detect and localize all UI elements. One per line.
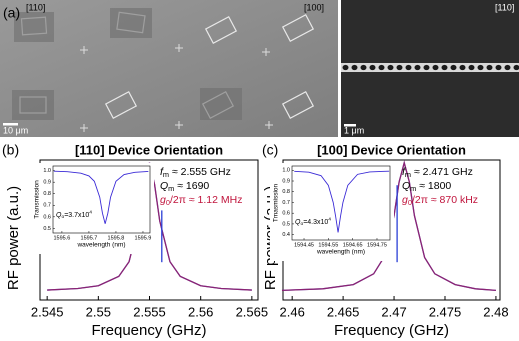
orientation-label: [110] [26, 2, 45, 12]
panel-label: (a) [3, 5, 20, 21]
inset-y-tick-label: 0.9 [282, 178, 290, 184]
inset-frame [291, 165, 391, 241]
inset-y-tick-label: 1.0 [43, 168, 51, 174]
inset-y-tick-label: 0.4 [282, 232, 290, 238]
inset-x-tick-label: 1594.45 [294, 242, 314, 248]
text: ≈ 2.471 GHz [411, 166, 473, 178]
x-tick-label: 2.47 [381, 304, 406, 319]
text: =3.7x10 [64, 212, 89, 219]
inset-y-label: Transmission [34, 180, 41, 219]
inset-annotation: Qo=4.3x104 [295, 217, 331, 228]
subscript: o [300, 222, 303, 227]
orientation-label: [110] [495, 2, 514, 12]
inset-x-tick-label: 1594.55 [318, 242, 338, 248]
inset-y-tick-label: 0.7 [43, 203, 51, 209]
y-axis-label: RF power (a.u.) [5, 186, 22, 290]
inset-background [31, 163, 154, 254]
inset-y-label: Tmasmission [273, 183, 280, 222]
inset-x-tick-label: 1595.8 [108, 235, 125, 241]
inset-y-tick-label: 0.5 [282, 221, 290, 227]
annotation: fm ≈ 2.555 GHz [160, 166, 231, 179]
inset-y-tick-label: 0.6 [282, 211, 290, 217]
sem-image-right [341, 0, 519, 137]
text: /2π ≈ 870 kHz [412, 194, 478, 206]
subscript: m [168, 184, 174, 193]
annotation: Qm ≈ 1690 [160, 180, 209, 193]
superscript: 4 [89, 210, 92, 216]
symbol: f [160, 166, 164, 178]
scale-bar-label: 1 μm [344, 125, 364, 135]
x-axis-label: Frequency (GHz) [91, 322, 206, 339]
inset-x-label: wavelength (nm) [316, 249, 365, 256]
inset-y-tick-label: 0.8 [282, 189, 290, 195]
annotation: fm ≈ 2.471 GHz [402, 166, 473, 179]
subscript: m [163, 170, 169, 179]
inset-frame [52, 165, 151, 234]
x-tick-label: 2.55 [86, 304, 111, 319]
orientation-label: [100] [304, 2, 324, 12]
annotation: g0/2π ≈ 870 kHz [402, 194, 478, 207]
x-tick-label: 2.46 [280, 304, 305, 319]
symbol: g [160, 194, 166, 206]
annotation: Qm ≈ 1800 [402, 180, 451, 193]
panel-label: (b) [2, 142, 19, 158]
x-axis-label: Frequency (GHz) [334, 322, 449, 339]
inset-x-tick-label: 1594.65 [343, 242, 363, 248]
x-tick-label: 2.48 [483, 304, 508, 319]
symbol: f [402, 166, 406, 178]
inset-background [270, 163, 394, 261]
subscript: 0 [408, 198, 412, 207]
symbol: Q [402, 180, 410, 192]
symbol: Q [56, 212, 62, 219]
x-tick-label: 2.545 [31, 304, 64, 319]
panel-label: (c) [262, 142, 278, 158]
data-line [47, 162, 252, 291]
data-line [53, 170, 149, 224]
annotation: g0/2π ≈ 1.12 MHz [160, 194, 242, 207]
subscript: 0 [166, 198, 170, 207]
sem-image-left [0, 0, 338, 137]
x-tick-label: 2.475 [429, 304, 462, 319]
inset-y-tick-label: 1.0 [282, 168, 290, 174]
inset-y-tick-label: 0.9 [43, 180, 51, 186]
inset-y-tick-label: 0.7 [282, 200, 290, 206]
inset-x-tick-label: 1595.6 [54, 235, 71, 241]
inset-y-tick-label: 0.6 [43, 214, 51, 220]
text: ≈ 1690 [174, 180, 209, 192]
inset-x-tick-label: 1595.7 [81, 235, 98, 241]
subscript: o [61, 215, 64, 220]
text: =4.3x10 [303, 219, 328, 226]
superscript: 4 [328, 217, 331, 223]
text: ≈ 2.555 GHz [169, 166, 231, 178]
x-tick-label: 2.56 [188, 304, 213, 319]
data-line [294, 170, 390, 233]
inset-x-tick-label: 1595.9 [135, 235, 152, 241]
inset-annotation: Qo=3.7x104 [56, 210, 92, 221]
symbol: g [402, 194, 408, 206]
data-line [281, 160, 496, 291]
inset-x-label: wavelength (nm) [76, 242, 125, 249]
symbol: Q [295, 219, 301, 226]
symbol: Q [160, 180, 168, 192]
scale-bar-label: 10 μm [3, 125, 28, 135]
inset-x-tick-label: 1594.75 [367, 242, 387, 248]
x-tick-label: 2.465 [327, 304, 360, 319]
text: /2π ≈ 1.12 MHz [170, 194, 243, 206]
subscript: m [405, 170, 411, 179]
inset-y-tick-label: 0.5 [43, 226, 51, 232]
x-tick-label: 2.555 [133, 304, 166, 319]
chart-title: [100] Device Orientation [317, 142, 466, 157]
x-tick-label: 2.565 [236, 304, 269, 319]
inset-y-tick-label: 0.8 [43, 191, 51, 197]
text: ≈ 1800 [416, 180, 451, 192]
chart-title: [110] Device Orientation [75, 142, 223, 157]
subscript: m [410, 184, 416, 193]
